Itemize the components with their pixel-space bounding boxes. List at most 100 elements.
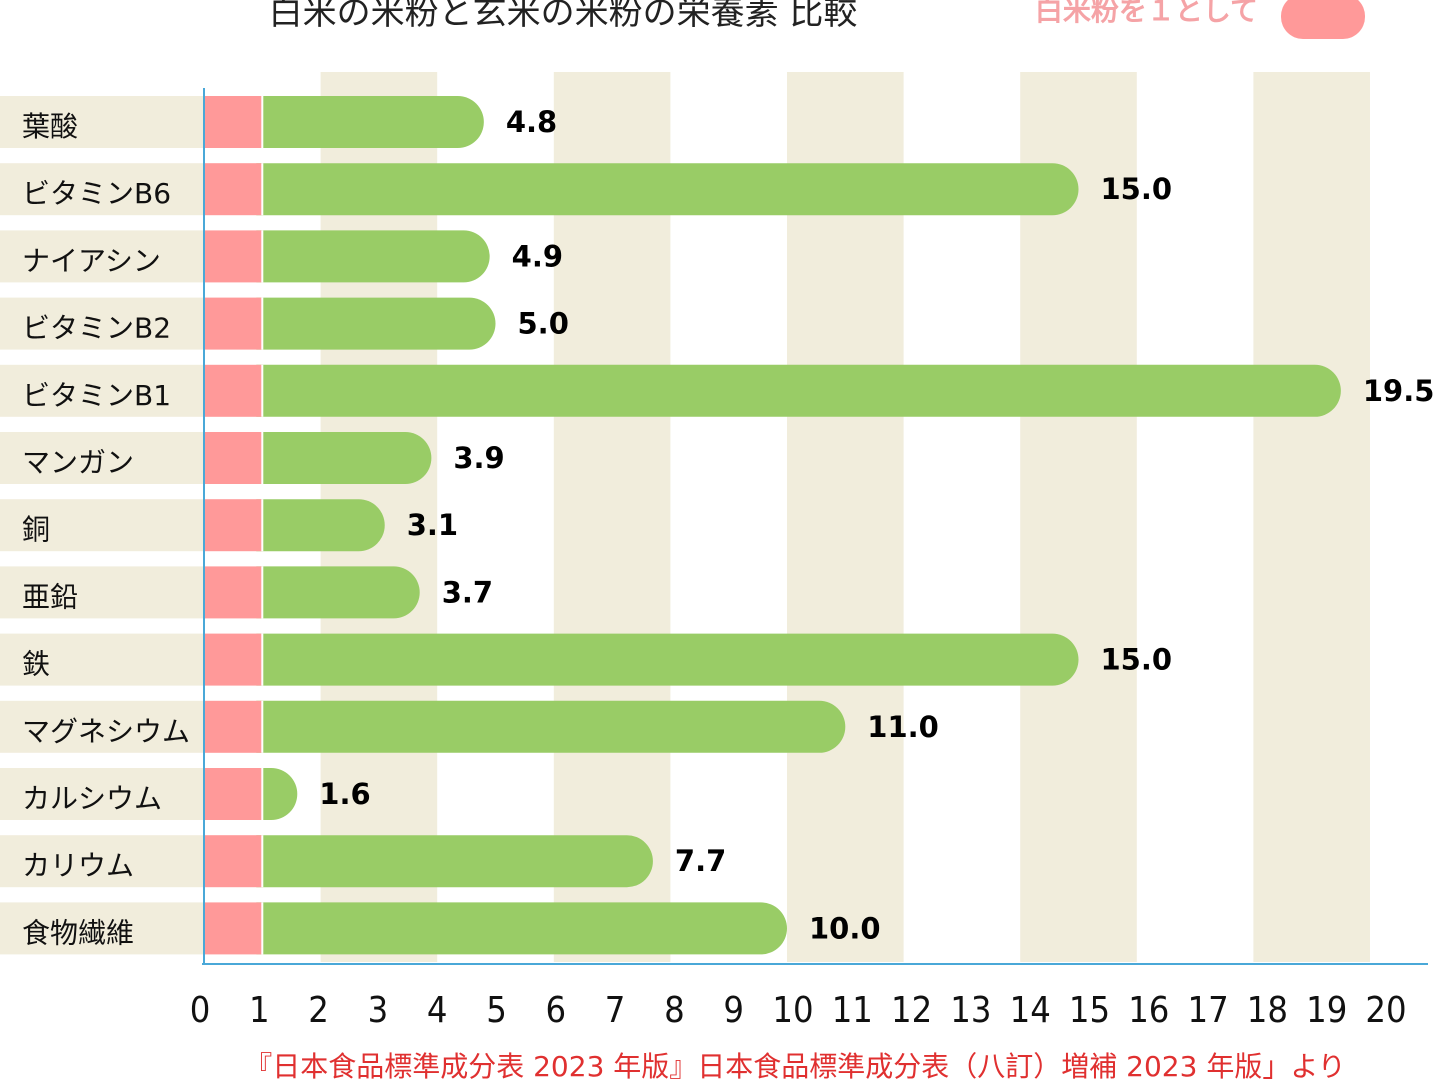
x-tick-label: 2 — [308, 990, 329, 1031]
category-row: マグネシウム 11.0 — [0, 700, 939, 753]
category-label: 食物繊維 — [22, 916, 134, 949]
category-label-bg — [0, 835, 204, 888]
value-label: 15.0 — [1101, 643, 1173, 677]
value-bar — [256, 700, 846, 753]
category-row: ビタミンB2 5.0 — [0, 297, 569, 350]
x-tick-label: 9 — [723, 990, 744, 1031]
category-label-bg — [0, 768, 204, 820]
value-bar — [256, 163, 1079, 216]
value-bar — [256, 768, 298, 820]
category-rows: 葉酸 4.8 ビタミンB6 15.0 ナイアシン 4.9 ビタミンB2 5.0 ビタミンB1 19… — [0, 96, 1435, 955]
value-label: 3.9 — [453, 441, 504, 475]
category-label: ナイアシン — [22, 244, 161, 277]
x-tick-label: 12 — [891, 990, 932, 1031]
base-bar — [204, 499, 263, 552]
x-tick-label: 7 — [605, 990, 626, 1031]
x-tick-label: 0 — [190, 990, 211, 1031]
chart-title: 白米の米粉と玄米の米粉の栄養素 比較 — [269, 0, 858, 33]
value-label: 3.1 — [407, 508, 458, 542]
value-bar — [256, 835, 653, 888]
category-row: マンガン 3.9 — [0, 432, 505, 484]
category-label: カルシウム — [22, 782, 162, 815]
base-bar — [204, 835, 263, 888]
category-label-bg — [0, 566, 204, 619]
category-row: 葉酸 4.8 — [0, 96, 557, 148]
category-label: 鉄 — [22, 648, 50, 681]
value-label: 11.0 — [867, 710, 939, 744]
value-label: 10.0 — [809, 911, 881, 945]
value-bar — [256, 566, 420, 619]
value-bar — [256, 902, 787, 955]
value-label: 7.7 — [675, 844, 726, 878]
category-label-bg — [0, 163, 204, 216]
x-tick-label: 13 — [950, 990, 991, 1031]
category-label-bg — [0, 230, 204, 283]
category-label: 亜鉛 — [22, 580, 78, 613]
category-row: 亜鉛 3.7 — [0, 566, 493, 619]
base-bar — [204, 633, 263, 686]
x-tick-label: 14 — [1010, 990, 1051, 1031]
value-bar — [256, 633, 1079, 686]
value-label: 3.7 — [442, 575, 493, 609]
x-tick-label: 19 — [1306, 990, 1347, 1031]
value-label: 4.8 — [506, 105, 557, 139]
category-label: マグネシウム — [22, 715, 190, 748]
base-bar — [204, 364, 263, 417]
x-tick-label: 5 — [486, 990, 507, 1031]
grid-band — [1253, 72, 1370, 962]
category-label: ビタミンB6 — [22, 177, 171, 210]
category-label-bg — [0, 700, 204, 753]
category-label-bg — [0, 902, 204, 955]
x-tick-label: 10 — [772, 990, 813, 1031]
base-bar — [204, 163, 263, 216]
x-tick-label: 15 — [1069, 990, 1110, 1031]
legend: 白米粉を１として — [1035, 0, 1365, 39]
value-label: 19.5 — [1363, 374, 1435, 408]
category-label-bg — [0, 432, 204, 484]
category-row: ビタミンB1 19.5 — [0, 364, 1435, 417]
category-label-bg — [0, 364, 204, 417]
x-tick-label: 6 — [545, 990, 566, 1031]
legend-label: 白米粉を１として — [1035, 0, 1258, 27]
grid-band — [553, 72, 671, 962]
value-bar — [256, 297, 496, 350]
category-row: カルシウム 1.6 — [0, 768, 371, 820]
base-bar — [204, 768, 263, 820]
x-tick-label: 4 — [427, 990, 448, 1031]
category-label-bg — [0, 297, 204, 350]
category-row: 食物繊維 10.0 — [0, 902, 881, 955]
category-row: カリウム 7.7 — [0, 835, 726, 888]
category-row: 鉄 15.0 — [0, 633, 1173, 686]
value-bar — [256, 499, 385, 552]
base-bar — [204, 700, 263, 753]
base-bar — [204, 432, 263, 484]
value-label: 4.9 — [512, 239, 563, 273]
base-bar — [204, 230, 263, 283]
category-label: ビタミンB1 — [22, 379, 171, 412]
x-tick-label: 20 — [1365, 990, 1406, 1031]
category-label-bg — [0, 499, 204, 552]
x-tick-label: 8 — [664, 990, 685, 1031]
value-label: 15.0 — [1101, 172, 1173, 206]
axes — [202, 88, 1428, 965]
background-bands — [320, 72, 1370, 962]
base-bar — [204, 902, 263, 955]
value-bar — [256, 432, 432, 484]
x-tick-labels: 0 1 2 3 4 5 6 7 8 9 10 11 12 13 14 15 16 17 18 19 20 — [190, 990, 1407, 1031]
value-label: 1.6 — [319, 777, 370, 811]
grid-band — [787, 72, 904, 962]
value-label: 5.0 — [518, 307, 569, 341]
category-label-bg — [0, 633, 204, 686]
source-note: 『日本食品標準成分表 2023 年版』日本食品標準成分表（八訂）増補 2023 … — [244, 1050, 1346, 1080]
grid-band — [1020, 72, 1137, 962]
x-tick-label: 16 — [1128, 990, 1169, 1031]
base-bar — [204, 297, 263, 350]
category-label: 銅 — [22, 513, 50, 546]
category-label: カリウム — [22, 849, 134, 882]
x-tick-label: 11 — [832, 990, 873, 1031]
category-label: 葉酸 — [22, 110, 78, 143]
category-label: マンガン — [22, 446, 134, 479]
base-bar — [204, 566, 263, 619]
value-bar — [256, 96, 484, 148]
